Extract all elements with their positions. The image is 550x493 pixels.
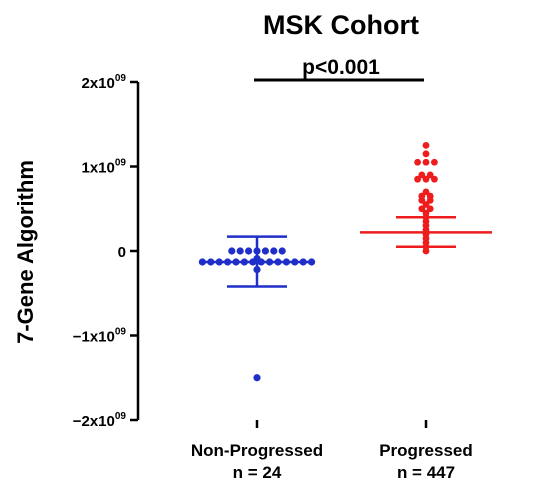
data-point — [422, 150, 430, 158]
category-n-label: n = 447 — [397, 463, 455, 482]
data-point — [422, 188, 430, 196]
data-point — [426, 192, 434, 200]
y-tick-label: 1x1009 — [82, 158, 127, 177]
data-point — [426, 171, 434, 179]
category-label: Progressed — [379, 441, 473, 460]
data-point — [418, 171, 426, 179]
data-groups — [198, 141, 492, 382]
y-ticks: 2x1009 1x1009 0 −1x1009 −2x1009 — [73, 73, 138, 430]
data-point — [261, 247, 269, 255]
data-point — [431, 175, 438, 183]
category-label: Non-Progressed — [191, 441, 323, 460]
data-point — [431, 158, 438, 166]
data-point — [245, 247, 253, 255]
y-tick-label: −1x1009 — [73, 327, 127, 346]
data-point — [236, 247, 244, 255]
data-point — [422, 201, 430, 208]
y-axis-label: 7-Gene Algorithm — [13, 160, 38, 344]
data-point — [253, 374, 261, 382]
data-point — [278, 247, 286, 255]
chart-title: MSK Cohort — [263, 10, 419, 40]
data-point — [422, 175, 430, 183]
data-point — [422, 141, 430, 149]
data-point — [418, 192, 426, 200]
data-point — [414, 158, 421, 166]
data-point — [414, 175, 421, 183]
data-point — [228, 247, 236, 255]
x-categories: Non-Progressed n = 24 Progressed n = 447 — [191, 420, 473, 482]
data-point — [422, 158, 430, 166]
category-n-label: n = 24 — [233, 463, 282, 482]
y-tick-label: 2x1009 — [82, 73, 127, 92]
data-point — [270, 247, 278, 255]
y-tick-label: 0 — [118, 244, 126, 261]
data-point — [426, 205, 434, 213]
group-0 — [198, 235, 316, 382]
data-point — [422, 209, 430, 217]
y-tick-label: −2x1009 — [73, 411, 127, 430]
significance-label: p<0.001 — [302, 56, 380, 79]
data-point — [418, 205, 426, 213]
group-1 — [360, 141, 492, 255]
